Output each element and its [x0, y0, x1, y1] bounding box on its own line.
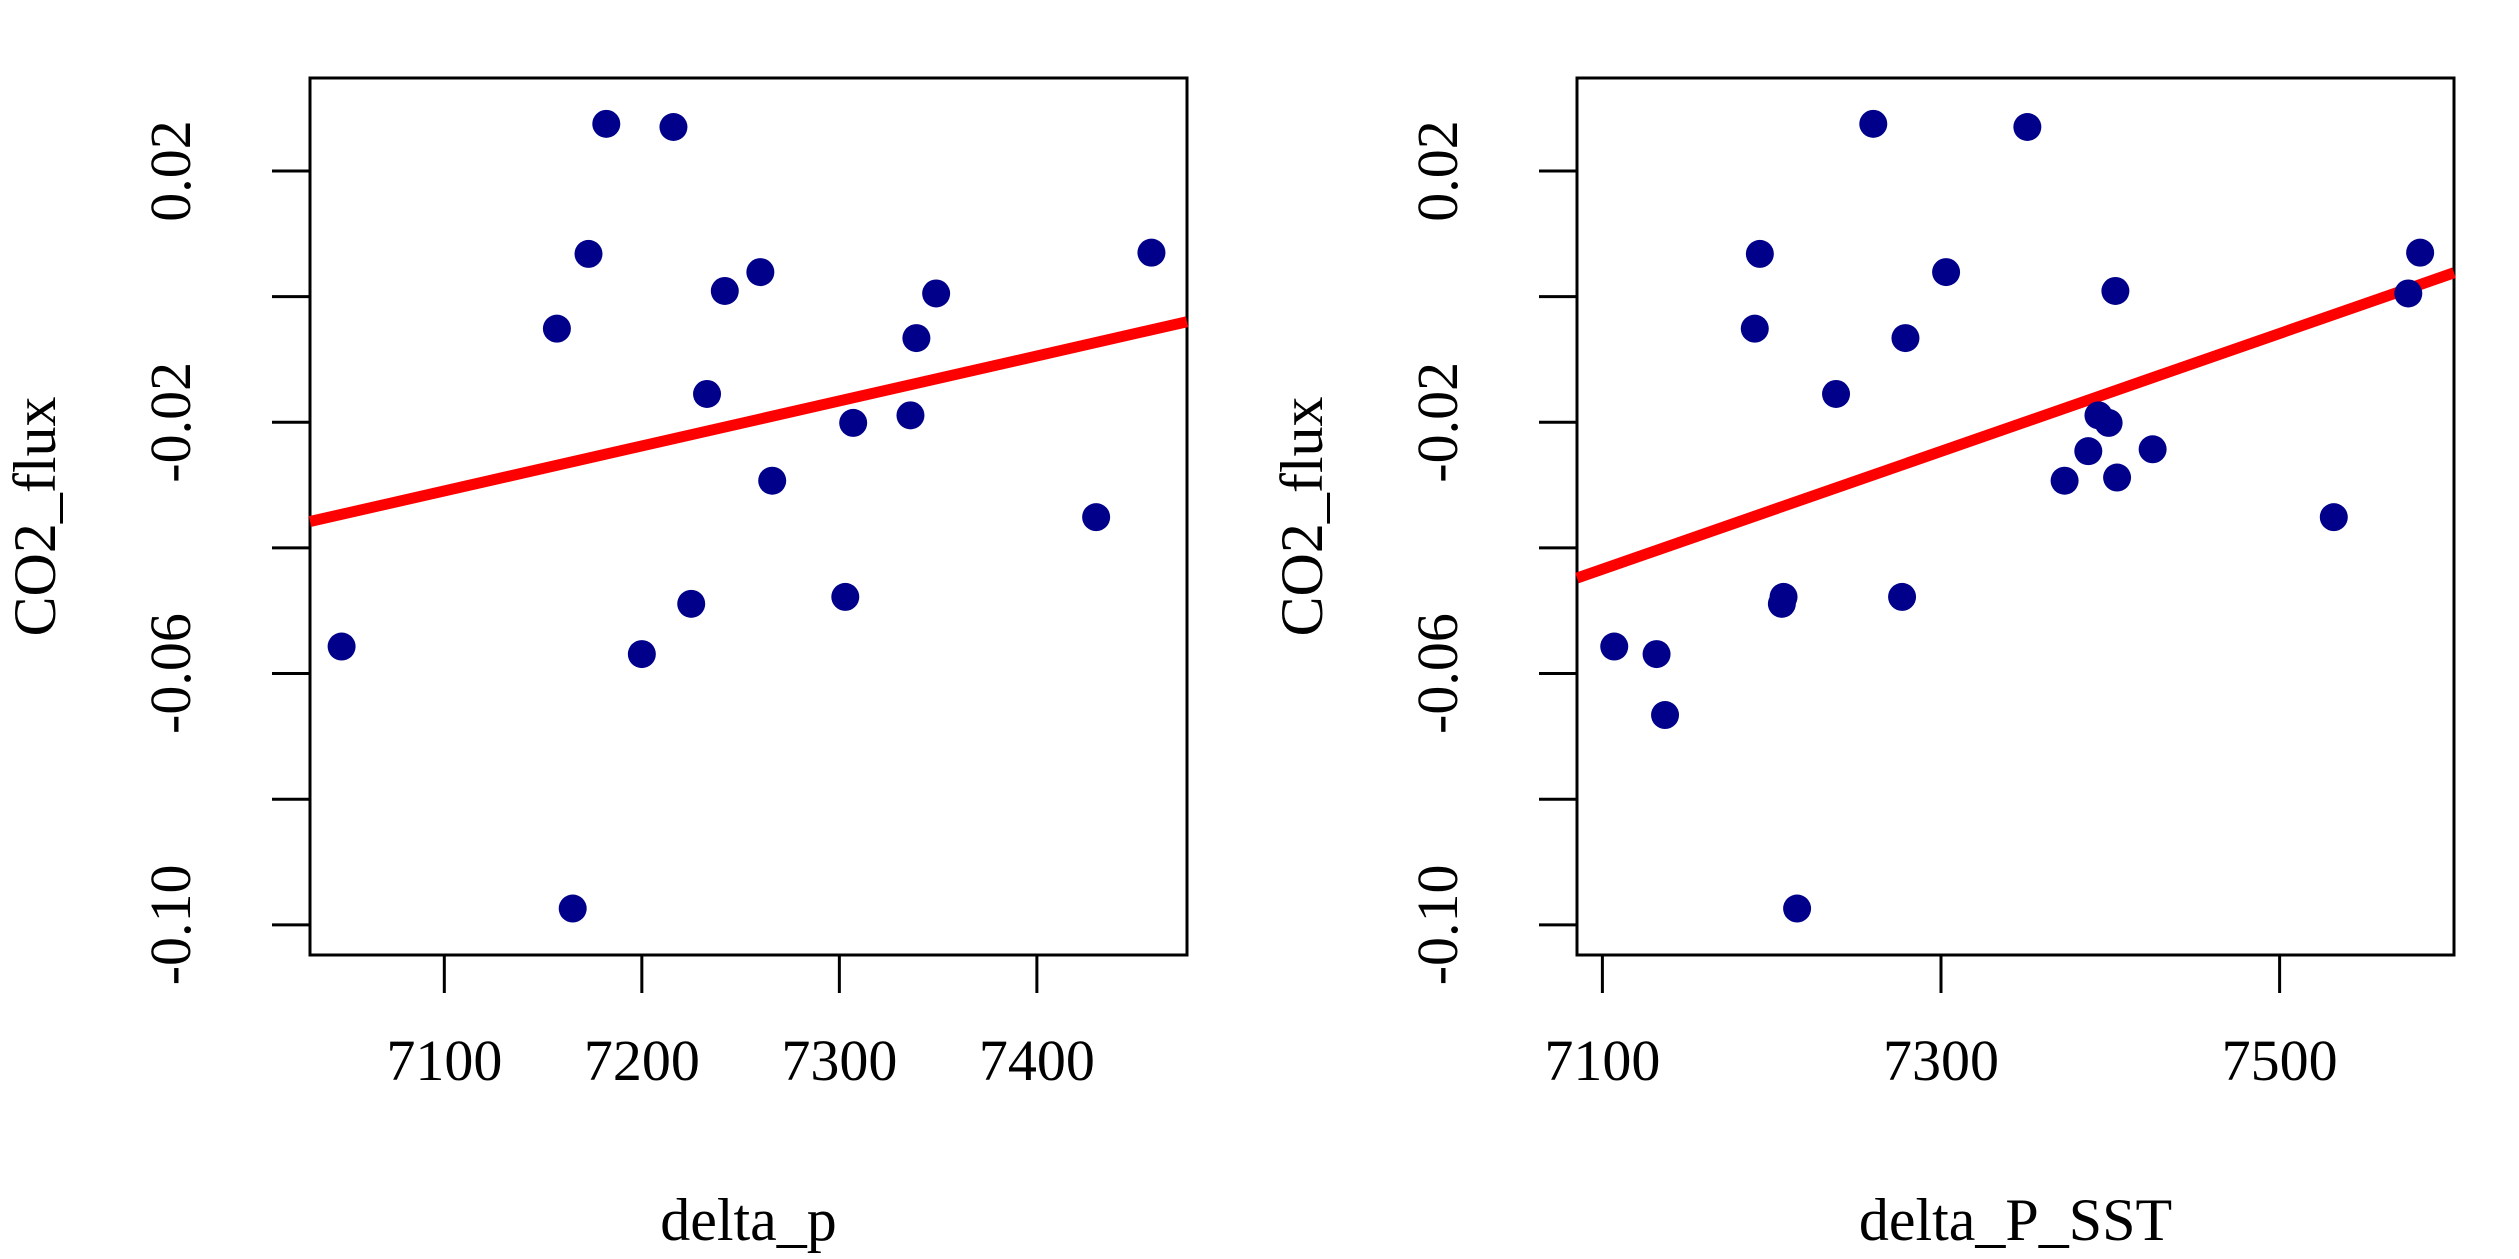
data-point [2094, 408, 2123, 437]
x-tick-label: 7400 [979, 1028, 1095, 1093]
x-tick-label: 7100 [386, 1028, 502, 1093]
x-tick-label: 7300 [1883, 1028, 1999, 1093]
data-point [1769, 582, 1798, 611]
data-point [2138, 435, 2167, 464]
x-tick-label: 7300 [781, 1028, 897, 1093]
data-point [922, 279, 951, 308]
data-point [831, 582, 860, 611]
data-point [542, 314, 571, 343]
y-tick-label: -0.02 [1405, 362, 1470, 483]
data-point [574, 239, 603, 268]
y-tick-label: -0.06 [138, 613, 203, 734]
y-tick-label: 0.02 [1405, 120, 1470, 222]
data-point [896, 401, 925, 430]
right-scatter-panel: 7100 7300 7500 -0.10 -0.06 -0.02 0.02 delta_P_S… [1269, 76, 2456, 1253]
data-point [1859, 109, 1888, 138]
data-point [2394, 279, 2423, 308]
data-point [1600, 632, 1629, 661]
y-axis-label: CO2_flux [1269, 397, 1335, 637]
y-tick-label: -0.10 [1405, 864, 1470, 985]
data-point [627, 640, 656, 669]
y-axis-label: CO2_flux [2, 397, 68, 637]
data-point [758, 466, 787, 495]
plot-frame [1575, 76, 2456, 957]
data-point [1651, 701, 1680, 730]
data-point [1082, 503, 1111, 532]
data-point [2050, 466, 2079, 495]
y-tick-label: -0.06 [1405, 613, 1470, 734]
data-point [2074, 437, 2103, 466]
data-point [2319, 503, 2348, 532]
left-scatter-panel: 7100 7200 7300 7400 -0.10 -0.06 -0.02 0.02 delta… [2, 76, 1189, 1253]
x-tick-label: 7500 [2222, 1028, 2338, 1093]
x-tick-label: 7100 [1544, 1028, 1660, 1093]
y-tick-label: -0.10 [138, 864, 203, 985]
data-point [1740, 314, 1769, 343]
y-tick-label: -0.02 [138, 362, 203, 483]
data-point [592, 109, 621, 138]
data-point [710, 276, 739, 305]
data-point [1745, 239, 1774, 268]
data-point [1642, 640, 1671, 669]
y-tick-label: 0.02 [138, 120, 203, 222]
data-point [1783, 894, 1812, 923]
data-point [1137, 238, 1166, 267]
regression-line [1575, 267, 2456, 584]
data-point [693, 379, 722, 408]
regression-line [308, 316, 1189, 527]
data-point [677, 589, 706, 618]
data-point [1822, 379, 1851, 408]
data-point [1932, 258, 1961, 287]
data-point [327, 632, 356, 661]
data-point [1888, 582, 1917, 611]
x-tick-label: 7200 [584, 1028, 700, 1093]
data-point [2013, 113, 2042, 142]
data-point [746, 258, 775, 287]
data-point [2406, 238, 2435, 267]
x-axis-label: delta_p [660, 1187, 837, 1253]
data-point [659, 113, 688, 142]
x-axis-label: delta_P_SST [1859, 1187, 2172, 1253]
data-point [2101, 276, 2130, 305]
data-point [902, 324, 931, 353]
data-point [839, 408, 868, 437]
data-point [558, 894, 587, 923]
data-point [1891, 324, 1920, 353]
data-point [2103, 463, 2132, 492]
